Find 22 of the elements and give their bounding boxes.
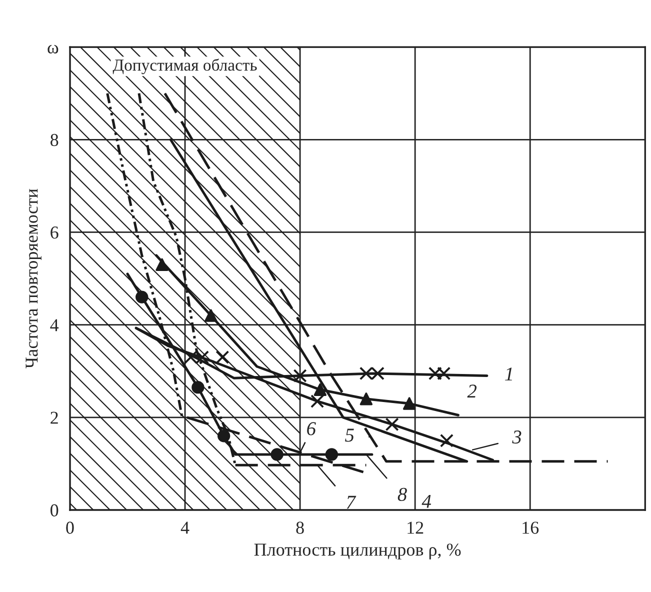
x-tick-label: 12 <box>408 522 424 534</box>
y-tick-label: 4 <box>50 319 59 332</box>
annotation: 6 <box>307 422 316 436</box>
annotation: 4 <box>422 494 432 508</box>
x-tick-label: 4 <box>180 522 190 534</box>
x-tick-label: 16 <box>522 522 539 534</box>
annotation: 7 <box>346 496 356 509</box>
y-tick-label: 6 <box>50 226 58 239</box>
band-label: Допустимая область <box>112 58 257 74</box>
y-tick-label: ω <box>48 44 58 54</box>
annotation: 3 <box>512 430 522 444</box>
annotation: 2 <box>467 384 477 398</box>
y-tick-label: 8 <box>50 134 58 146</box>
y-axis-title: Частота повторяемости <box>26 188 42 368</box>
x-tick-label: 8 <box>296 522 304 534</box>
annotation: 5 <box>345 428 354 442</box>
annotation: 1 <box>505 368 512 380</box>
x-axis-title: Плотность цилиндров ρ, % <box>254 544 461 560</box>
x-tick-label: 0 <box>66 522 74 534</box>
y-tick-label: 2 <box>50 412 58 424</box>
annotation: 8 <box>398 488 407 501</box>
y-tick-label: 0 <box>50 504 58 516</box>
